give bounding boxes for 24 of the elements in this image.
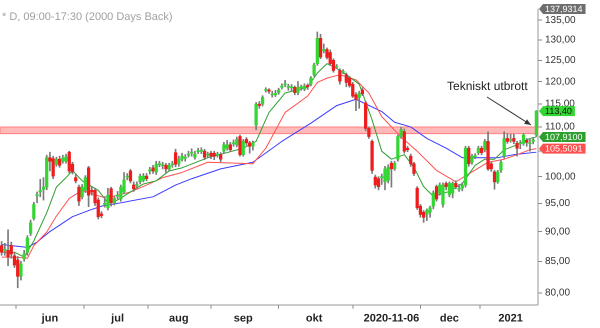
x-tick-label: jul xyxy=(110,312,124,324)
y-tick-label: 90,00 xyxy=(545,226,570,238)
y-tick-label: 100,00 xyxy=(545,171,576,182)
y-tick-label: 125,00 xyxy=(545,55,576,66)
y-tick-label: 110,00 xyxy=(545,122,576,133)
chart-title: * D, 09:00-17:30 (2000 Days Back) xyxy=(2,11,173,24)
candlestick xyxy=(6,229,10,266)
text: 137,9314 xyxy=(545,4,583,14)
y-tick-label: 130,00 xyxy=(545,34,576,46)
y-tick-label: 80,00 xyxy=(545,288,570,299)
x-tick-label: sep xyxy=(234,312,253,324)
x-tick-label: jun xyxy=(40,312,58,324)
annotation: Tekniskt utbrott xyxy=(447,78,528,93)
x-tick-label: 2020-11-06 xyxy=(364,312,420,324)
data-label: 105,5091 xyxy=(545,144,583,154)
y-tick-label: 85,00 xyxy=(545,256,570,268)
y-tick-label: 120,00 xyxy=(545,76,576,88)
y-tick-label: 135,00 xyxy=(545,14,576,26)
x-tick-label: okt xyxy=(306,312,323,324)
x-tick-label: dec xyxy=(440,312,459,324)
x-tick-label: 2021 xyxy=(498,312,523,324)
data-label: 107,9100 xyxy=(545,132,583,142)
x-tick-label: aug xyxy=(169,312,189,324)
y-tick-label: 95,00 xyxy=(545,198,570,210)
